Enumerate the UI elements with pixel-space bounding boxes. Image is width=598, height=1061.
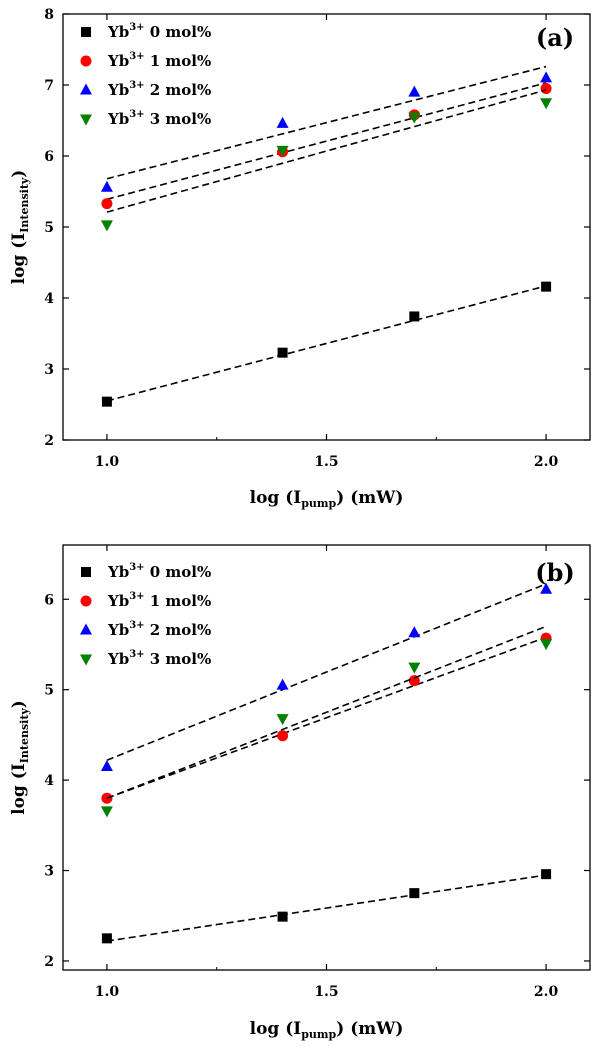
- legend-label: Yb3+ 1 mol%: [107, 591, 211, 610]
- panel-label: (a): [536, 23, 574, 52]
- x-tick-label: 1.0: [95, 454, 120, 470]
- data-point: [540, 71, 553, 83]
- legend-marker: [80, 654, 92, 666]
- fit-line: [106, 89, 547, 213]
- y-tick-label: 3: [44, 864, 54, 880]
- legend-label: Yb3+ 1 mol%: [107, 51, 211, 70]
- plot-frame: [62, 544, 591, 971]
- x-axis-title: log (Ipump) (mW): [250, 488, 404, 510]
- plot-frame: [62, 13, 591, 441]
- x-tick-label: 1.5: [314, 984, 338, 1000]
- chart-panel-a: 1.0 1.5 2.0 2 3 4 5 6 7 8 log (Ipump) (mW) log (IIn…: [9, 7, 591, 510]
- x-tick-label: 1.0: [95, 984, 120, 1000]
- data-point: [408, 662, 421, 674]
- data-point: [540, 639, 553, 651]
- y-tick-label: 2: [44, 433, 54, 449]
- y-tick-label: 6: [44, 592, 54, 608]
- legend-marker: [80, 55, 92, 67]
- data-point: [408, 675, 420, 687]
- data-point: [408, 112, 421, 124]
- y-tick-label: 7: [44, 78, 54, 94]
- legend-label: Yb3+ 2 mol%: [107, 80, 211, 99]
- data-point: [277, 730, 289, 742]
- data-point: [276, 116, 289, 128]
- data-point: [276, 714, 289, 726]
- data-point: [276, 145, 289, 157]
- y-tick-label: 5: [44, 220, 54, 236]
- legend-label: Yb3+ 0 mol%: [107, 562, 211, 581]
- fit-line: [106, 636, 547, 799]
- data-point: [540, 98, 553, 110]
- legend-label: Yb3+ 0 mol%: [107, 22, 211, 41]
- data-point: [101, 933, 112, 944]
- data-point: [540, 582, 553, 594]
- x-tick-label: 1.5: [314, 454, 338, 470]
- data-point: [541, 869, 552, 880]
- fit-line: [106, 625, 547, 799]
- chart-panel-b: 1.0 1.5 2.0 2 3 4 5 6 log (Ipump) (mW) log (IInte…: [9, 544, 591, 1041]
- data-point: [277, 347, 288, 358]
- legend-marker: [81, 567, 91, 577]
- fit-line: [106, 583, 547, 761]
- legend-marker: [81, 27, 91, 37]
- data-point: [408, 85, 421, 97]
- legend-marker: [80, 595, 92, 607]
- panel-label: (b): [535, 558, 575, 587]
- legend-label: Yb3+ 2 mol%: [107, 620, 211, 639]
- data-point: [100, 180, 113, 192]
- data-point: [100, 760, 113, 772]
- fit-line: [106, 874, 547, 942]
- x-tick-label: 2.0: [534, 984, 559, 1000]
- legend-marker: [80, 114, 92, 126]
- x-tick-label: 2.0: [534, 454, 559, 470]
- data-point: [541, 281, 552, 292]
- data-point: [101, 198, 113, 210]
- y-tick-label: 4: [44, 773, 54, 789]
- y-tick-label: 3: [44, 362, 54, 378]
- data-point: [100, 220, 113, 232]
- y-tick-label: 6: [44, 149, 54, 165]
- data-point: [408, 626, 421, 638]
- data-point: [276, 678, 289, 690]
- data-point: [101, 396, 112, 407]
- legend-label: Yb3+ 3 mol%: [107, 109, 211, 128]
- legend-label: Yb3+ 3 mol%: [107, 649, 211, 668]
- data-point: [409, 311, 420, 322]
- y-tick-label: 2: [44, 954, 54, 970]
- data-point: [409, 888, 420, 899]
- data-point: [540, 83, 552, 95]
- y-axis-title: log (IIntensity): [9, 170, 31, 285]
- data-point: [277, 911, 288, 922]
- legend-marker: [80, 623, 92, 635]
- y-tick-label: 5: [44, 683, 54, 699]
- x-axis-title: log (Ipump) (mW): [250, 1019, 404, 1041]
- legend-marker: [80, 83, 92, 95]
- fit-line: [106, 285, 547, 402]
- data-point: [100, 806, 113, 818]
- y-axis-title: log (IIntensity): [9, 700, 31, 815]
- y-tick-label: 4: [44, 291, 54, 307]
- fit-line: [106, 65, 547, 180]
- fit-line: [106, 82, 547, 201]
- y-tick-label: 8: [44, 7, 54, 23]
